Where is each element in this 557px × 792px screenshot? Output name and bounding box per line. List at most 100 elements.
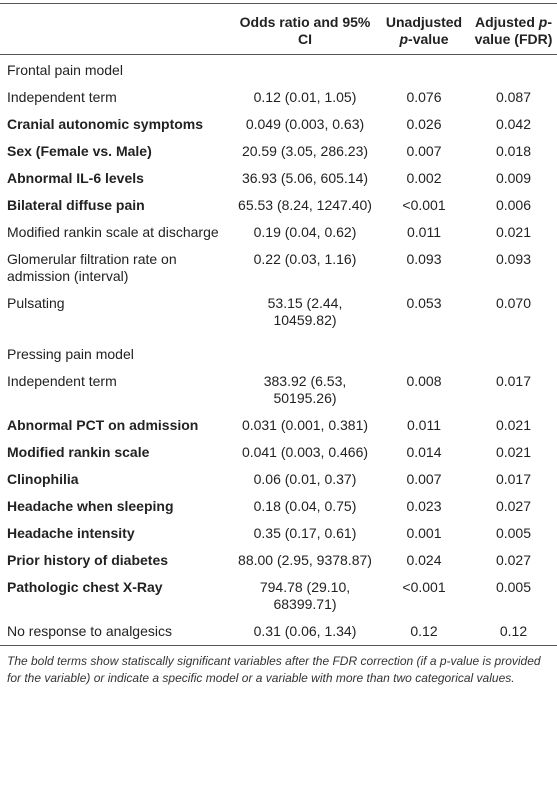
variable-cell: Abnormal IL-6 levels [7,170,144,186]
variable-cell: Pulsating [7,295,65,311]
data-row: Modified rankin scale 0.041 (0.003, 0.466… [0,439,557,466]
section-label: Frontal pain model [7,62,123,78]
value-cell: 0.001 [406,525,442,541]
variable-cell: No response to analgesics [7,623,172,639]
data-row: Independent term 383.92 (6.53, 50195.26) 0… [0,368,557,412]
value-cell: 0.023 [406,498,442,514]
data-row: Bilateral diffuse pain 65.53 (8.24, 1247.… [0,192,557,219]
variable-cell: Headache intensity [7,525,135,541]
header-text: Adjusted [474,14,539,30]
data-row: Modified rankin scale at discharge 0.19 (… [0,219,557,246]
variable-cell: Independent term [7,89,117,105]
data-row: Clinophilia 0.06 (0.01, 0.37) 0.007 0.017 [0,466,557,493]
value-cell: 0.026 [406,116,442,132]
value-cell: 65.53 (8.24, 1247.40) [238,197,372,213]
header-text: p [399,31,409,47]
data-row: Sex (Female vs. Male) 20.59 (3.05, 286.23… [0,138,557,165]
variable-cell: Prior history of diabetes [7,552,169,568]
value-cell: 0.22 (0.03, 1.16) [253,251,357,267]
value-cell: 0.093 [495,251,532,267]
value-cell: 0.093 [406,251,442,267]
results-table: Odds ratio and 95% CI Unadjusted p-value A… [0,3,557,646]
value-cell: 0.19 (0.04, 0.62) [253,224,357,240]
value-cell: 0.005 [495,579,532,595]
value-cell: <0.001 [402,579,446,595]
header-text: p [538,14,548,30]
value-cell: 0.053 [406,295,442,311]
value-cell: 0.024 [406,552,442,568]
value-cell: 36.93 (5.06, 605.14) [241,170,369,186]
value-cell: 0.018 [495,143,532,159]
value-cell: 20.59 (3.05, 286.23) [241,143,369,159]
value-cell: 0.076 [406,89,442,105]
header-text: Odds ratio and 95% CI [239,14,371,47]
value-cell: 0.070 [495,295,532,311]
page: Odds ratio and 95% CI Unadjusted p-value A… [0,3,557,792]
variable-cell: Pathologic chest X-Ray [7,579,163,595]
value-cell: 0.06 (0.01, 0.37) [253,471,357,487]
value-cell: 0.18 (0.04, 0.75) [253,498,357,514]
variable-cell: Sex (Female vs. Male) [7,143,152,159]
value-cell: 0.014 [406,444,442,460]
value-cell: 0.31 (0.06, 1.34) [253,623,357,639]
value-cell: 0.031 (0.001, 0.381) [241,417,369,433]
value-cell: 88.00 (2.95, 9378.87) [238,552,372,568]
value-cell: 0.042 [495,116,532,132]
value-cell: 794.78 (29.10, 68399.71) [259,579,351,612]
value-cell: 383.92 (6.53, 50195.26) [263,373,347,406]
variable-cell: Headache when sleeping [7,498,174,514]
data-row: Prior history of diabetes 88.00 (2.95, 93… [0,547,557,574]
section-row: Frontal pain model [0,55,557,85]
value-cell: 0.087 [495,89,532,105]
value-cell: 0.002 [406,170,442,186]
value-cell: 0.007 [406,143,442,159]
variable-cell: Clinophilia [7,471,79,487]
value-cell: 0.35 (0.17, 0.61) [253,525,357,541]
table-header: Odds ratio and 95% CI Unadjusted p-value A… [0,3,557,55]
variable-cell: Modified rankin scale [7,444,150,460]
value-cell: 0.12 (0.01, 1.05) [253,89,357,105]
value-cell: 0.021 [495,417,532,433]
value-cell: 0.008 [406,373,442,389]
header-cell: Adjusted p-value (FDR) [470,4,557,55]
value-cell: 0.006 [495,197,532,213]
value-cell: 0.009 [495,170,532,186]
value-cell: 0.017 [495,373,532,389]
value-cell: 0.021 [495,444,532,460]
section-label: Pressing pain model [7,346,134,362]
value-cell: <0.001 [402,197,446,213]
data-row: No response to analgesics 0.31 (0.06, 1.3… [0,618,557,646]
value-cell: 0.017 [495,471,532,487]
data-row: Pulsating 53.15 (2.44, 10459.82) 0.053 0.07… [0,290,557,334]
data-row: Glomerular filtration rate on admission … [0,246,557,290]
data-row: Pathologic chest X-Ray 794.78 (29.10, 683… [0,574,557,618]
variable-cell: Modified rankin scale at discharge [7,224,219,240]
value-cell: 0.021 [495,224,532,240]
value-cell: 53.15 (2.44, 10459.82) [267,295,343,328]
data-row: Independent term 0.12 (0.01, 1.05) 0.076 0.… [0,84,557,111]
value-cell: 0.12 [410,623,438,639]
value-cell: 0.12 [499,623,528,639]
data-row: Headache intensity 0.35 (0.17, 0.61) 0.001… [0,520,557,547]
value-cell: 0.011 [407,417,441,433]
value-cell: 0.049 (0.003, 0.63) [245,116,365,132]
variable-cell: Abnormal PCT on admission [7,417,199,433]
variable-cell: Glomerular filtration rate on admission … [7,251,177,284]
footnote: The bold terms show statiscally signific… [7,654,541,685]
value-cell: 0.027 [495,498,532,514]
value-cell: 0.005 [495,525,532,541]
data-row: Abnormal PCT on admission 0.031 (0.001, 0… [0,412,557,439]
section-row: Pressing pain model [0,334,557,368]
header-text: Unadjusted [385,14,463,30]
value-cell: 0.007 [406,471,442,487]
data-row: Abnormal IL-6 levels 36.93 (5.06, 605.14)… [0,165,557,192]
header-row: Odds ratio and 95% CI Unadjusted p-value A… [0,3,557,55]
data-row: Headache when sleeping 0.18 (0.04, 0.75) 0… [0,493,557,520]
value-cell: 0.027 [495,552,532,568]
header-cell [0,4,232,55]
header-text: -value (FDR) [474,14,553,47]
value-cell: 0.011 [407,224,441,240]
variable-cell: Independent term [7,373,117,389]
variable-cell: Bilateral diffuse pain [7,197,145,213]
variable-cell: Cranial autonomic symptoms [7,116,204,132]
